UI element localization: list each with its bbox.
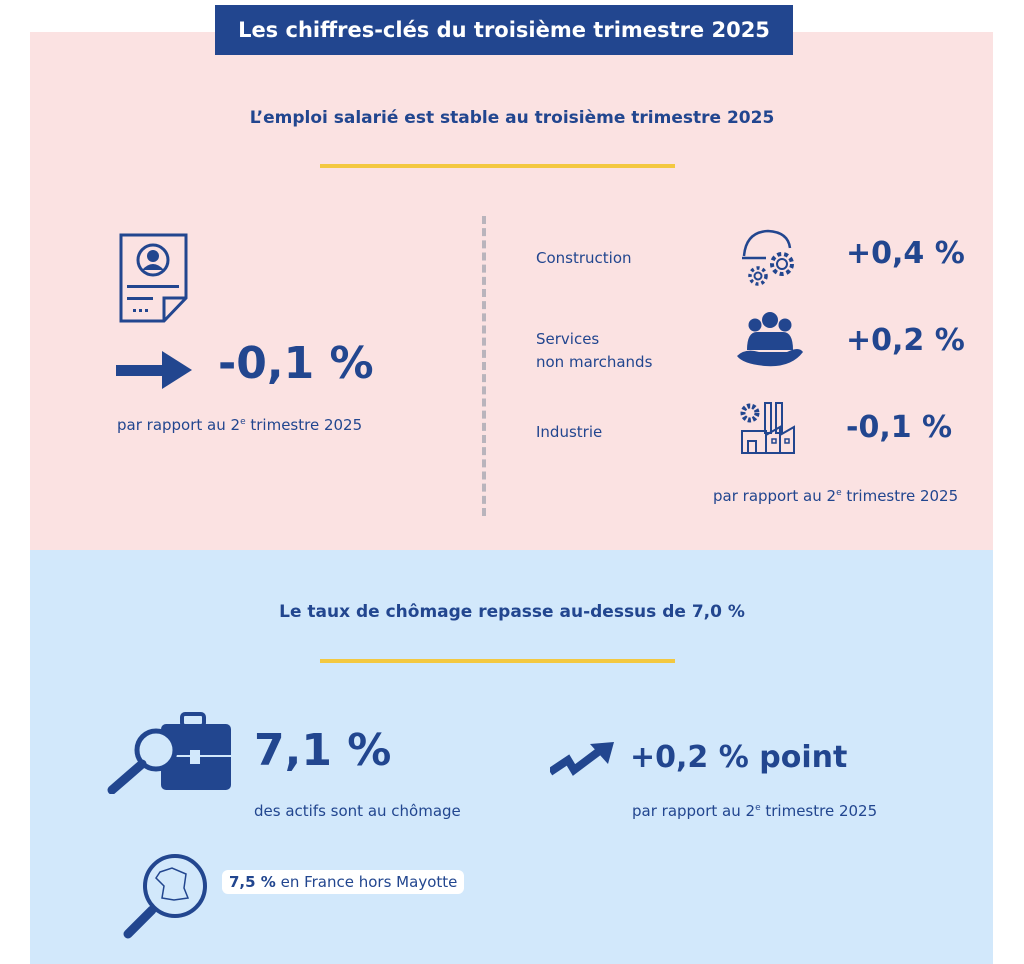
employment-total-value: -0,1 % — [218, 338, 374, 389]
briefcase-search-icon — [107, 712, 231, 794]
france-excl-mayotte-badge: 7,5 % en France hors Mayotte — [222, 870, 465, 894]
page-title-banner: Les chiffres-clés du troisième trimestre… — [215, 5, 793, 55]
france-map-search-icon — [123, 854, 207, 939]
unemployment-change-note: par rapport au 2e trimestre 2025 — [632, 802, 878, 820]
employment-total-note: par rapport au 2e trimestre 2025 — [117, 416, 363, 434]
sectors-note: par rapport au 2e trimestre 2025 — [713, 487, 959, 505]
arrow-right-icon — [116, 351, 192, 389]
divider-line — [320, 659, 675, 663]
section-divider — [482, 216, 486, 516]
sector-value-services: +0,2 % — [846, 323, 965, 358]
unemployment-rate-caption: des actifs sont au chômage — [254, 802, 461, 820]
unemployment-heading: Le taux de chômage repasse au-dessus de … — [279, 602, 745, 622]
sector-label-construction: Construction — [536, 249, 632, 267]
employment-heading: L’emploi salarié est stable au troisième… — [249, 108, 775, 128]
resume-document-icon — [119, 233, 188, 323]
factory-icon — [740, 402, 795, 454]
employment-section — [30, 32, 993, 550]
divider-line — [320, 164, 675, 168]
sector-label-industry: Industrie — [536, 423, 603, 441]
construction-gears-icon — [742, 229, 794, 286]
page-title: Les chiffres-clés du troisième trimestre… — [238, 18, 770, 42]
unemployment-change: +0,2 % point — [630, 740, 848, 775]
sector-label-services: Services non marchands — [536, 330, 653, 371]
sector-value-industry: -0,1 % — [846, 410, 953, 445]
unemployment-rate: 7,1 % — [254, 725, 392, 776]
sector-value-construction: +0,4 % — [846, 236, 965, 271]
trend-up-arrow-icon — [550, 742, 614, 776]
people-hand-icon — [737, 312, 803, 367]
